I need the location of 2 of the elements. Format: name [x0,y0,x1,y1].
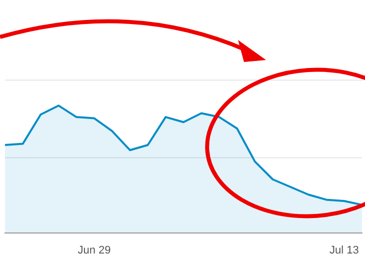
x-tick-label: Jul 13 [329,244,359,256]
x-tick-label: Jun 29 [78,244,111,256]
